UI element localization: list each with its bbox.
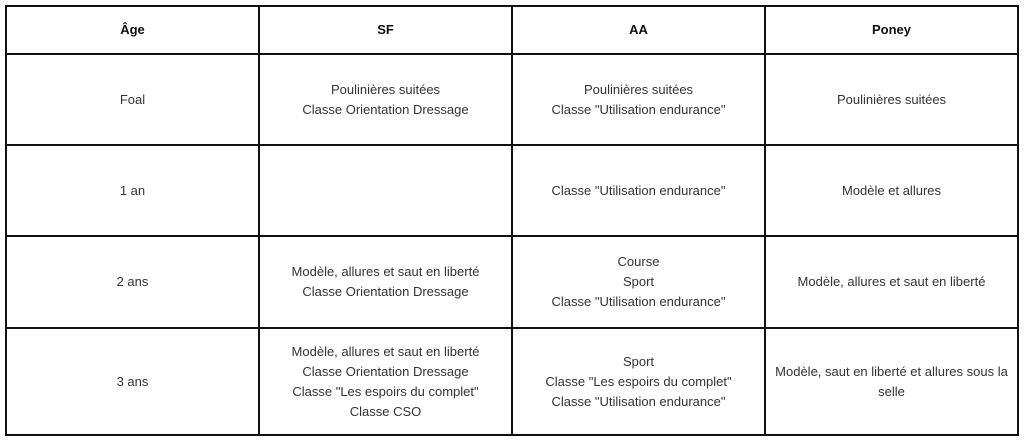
- table-row: 3 ans Modèle, allures et saut en liberté C…: [5, 327, 1019, 436]
- header-aa: AA: [511, 5, 766, 55]
- cell-line: Classe "Les espoirs du complet": [545, 373, 732, 389]
- cell-age: 2 ans: [5, 235, 260, 329]
- cell-poney: Modèle, allures et saut en liberté: [764, 235, 1019, 329]
- cell-sf: Modèle, allures et saut en liberté Classe…: [258, 235, 513, 329]
- header-sf: SF: [258, 5, 513, 55]
- table-row: Foal Poulinières suitées Classe Orientatio…: [5, 53, 1019, 146]
- cell-line: Classe "Utilisation endurance": [551, 393, 726, 409]
- cell-line: Classe "Les espoirs du complet": [292, 383, 479, 399]
- cell-line: Classe "Utilisation endurance": [551, 101, 726, 117]
- cell-line: Classe CSO: [349, 403, 422, 419]
- cell-aa: Classe "Utilisation endurance": [511, 144, 766, 237]
- cell-poney: Modèle et allures: [764, 144, 1019, 237]
- cell-line: Classe "Utilisation endurance": [551, 294, 726, 309]
- table-row: 1 an Classe "Utilisation endurance" Modèle…: [5, 144, 1019, 237]
- cell-sf: Modèle, allures et saut en liberté Classe…: [258, 327, 513, 436]
- cell-line: Sport: [622, 274, 655, 289]
- cell-age: Foal: [5, 53, 260, 146]
- header-row: Âge SF AA Poney: [5, 5, 1019, 55]
- header-poney: Poney: [764, 5, 1019, 55]
- cell-line: Modèle et allures: [842, 182, 941, 198]
- cell-line: Modèle, allures et saut en liberté: [291, 343, 480, 359]
- cell-poney: Modèle, saut en liberté et allures sous …: [764, 327, 1019, 436]
- cell-line: Classe Orientation Dressage: [302, 363, 469, 379]
- cell-line: Poulinières suitées: [836, 91, 947, 107]
- cell-line: Course: [617, 254, 660, 269]
- cell-aa: Poulinières suitées Classe "Utilisation e…: [511, 53, 766, 146]
- cell-line: Modèle, saut en liberté et allures sous …: [775, 363, 1008, 399]
- table-row: 2 ans Modèle, allures et saut en liberté C…: [5, 235, 1019, 329]
- cell-line: Modèle, allures et saut en liberté: [797, 274, 986, 289]
- cell-line: Poulinières suitées: [330, 81, 441, 97]
- cell-line: Sport: [622, 353, 655, 369]
- cell-line: Classe Orientation Dressage: [302, 284, 469, 299]
- header-age: Âge: [5, 5, 260, 55]
- cell-age: 3 ans: [5, 327, 260, 436]
- cell-aa: Course Sport Classe "Utilisation endurance…: [511, 235, 766, 329]
- cell-poney: Poulinières suitées: [764, 53, 1019, 146]
- age-class-table: Âge SF AA Poney Foal Poulinières suitées C…: [5, 5, 1019, 436]
- cell-line: Classe Orientation Dressage: [302, 101, 469, 117]
- cell-sf: [258, 144, 513, 237]
- cell-aa: Sport Classe "Les espoirs du complet" Clas…: [511, 327, 766, 436]
- cell-age: 1 an: [5, 144, 260, 237]
- cell-line: Classe "Utilisation endurance": [551, 182, 726, 198]
- cell-line: Poulinières suitées: [583, 81, 694, 97]
- cell-sf: Poulinières suitées Classe Orientation Dr…: [258, 53, 513, 146]
- cell-line: Modèle, allures et saut en liberté: [291, 264, 480, 279]
